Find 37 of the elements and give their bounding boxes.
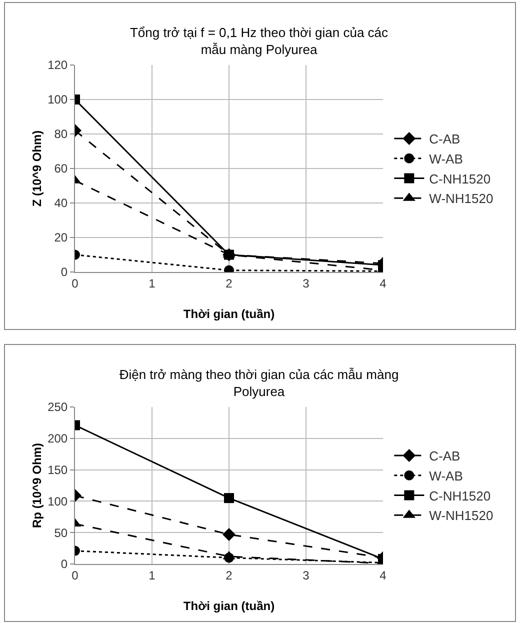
x-tick-label: 0 (72, 568, 79, 582)
y-tick-label: 0 (60, 265, 68, 280)
legend-label: C-NH1520 (429, 488, 491, 504)
y-tick-label: 100 (48, 494, 68, 508)
legend-label: W-AB (429, 151, 463, 166)
x-tick-label: 1 (148, 276, 156, 290)
legend-label: C-AB (429, 132, 460, 147)
y-tick-label: 150 (48, 463, 68, 477)
x-tick-label: 2 (226, 276, 233, 290)
y-tick-label: 120 (48, 58, 68, 72)
x-tick-label: 3 (302, 276, 310, 290)
x-tick-label: 4 (380, 276, 387, 290)
legend-label: W-NH1520 (429, 508, 494, 524)
x-tick-label: 1 (148, 568, 156, 582)
y-tick-label: 250 (48, 400, 68, 414)
y-axis-title: Rp (10^9 Ohm) (30, 442, 44, 528)
y-tick-label: 80 (54, 127, 68, 142)
y-tick-label: 0 (60, 557, 68, 572)
y-axis-title: Z (10^9 Ohm) (30, 130, 44, 207)
y-tick-label: 60 (54, 162, 68, 176)
y-tick-label: 20 (54, 230, 68, 245)
x-tick-label: 3 (302, 568, 310, 582)
legend-label: W-AB (429, 468, 463, 484)
legend-label: W-NH1520 (429, 191, 494, 206)
x-tick-label: 4 (380, 568, 387, 582)
legend-label: C-NH1520 (429, 171, 491, 186)
chart-title: Điện trở màng theo thời gian của các mẫu màng Polyurea (119, 367, 399, 399)
x-tick-label: 0 (72, 276, 79, 290)
legend-label: C-AB (429, 448, 460, 464)
y-tick-label: 40 (54, 196, 68, 210)
y-tick-label: 200 (48, 432, 68, 446)
chart-title: Tổng trở tại f = 0,1 Hz theo thời gian của các mẫu màng Polyurea (130, 25, 389, 57)
x-axis-title: Thời gian (tuần) (183, 599, 275, 613)
y-tick-label: 100 (48, 92, 68, 107)
x-axis-title: Thời gian (tuần) (183, 307, 275, 321)
y-tick-label: 50 (54, 526, 68, 540)
x-tick-label: 2 (226, 568, 233, 582)
